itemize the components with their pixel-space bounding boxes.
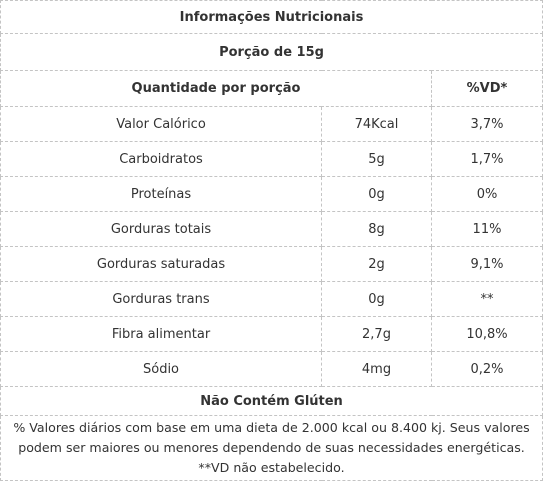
nutrient-amount: 74Kcal xyxy=(321,106,432,142)
footnote-line: % Valores diários com base em uma dieta … xyxy=(13,420,530,435)
footnote: % Valores diários com base em uma dieta … xyxy=(0,415,543,481)
nutrient-amount: 0g xyxy=(321,281,432,317)
nutrient-amount: 8g xyxy=(321,211,432,247)
table-row: Proteínas 0g 0% xyxy=(0,176,543,212)
nutrient-vd: 0% xyxy=(430,176,543,212)
nutrient-vd: 10,8% xyxy=(430,316,543,352)
nutrient-name: Fibra alimentar xyxy=(0,316,322,352)
nutrient-vd: 3,7% xyxy=(430,106,543,142)
nutrient-amount: 0g xyxy=(321,176,432,212)
nutrient-amount: 5g xyxy=(321,141,432,177)
quantity-header: Quantidade por porção xyxy=(0,70,432,107)
footnote-line: podem ser maiores ou menores dependendo … xyxy=(18,440,525,455)
gluten-notice: Não Contém Glúten xyxy=(0,386,543,416)
nutrient-name: Valor Calórico xyxy=(0,106,322,142)
nutrient-vd: 9,1% xyxy=(430,246,543,282)
portion-size: Porção de 15g xyxy=(0,33,543,71)
nutrient-vd: 0,2% xyxy=(430,351,543,387)
nutrient-amount: 2g xyxy=(321,246,432,282)
table-row: Gorduras totais 8g 11% xyxy=(0,211,543,247)
nutrient-name: Carboidratos xyxy=(0,141,322,177)
nutrient-amount: 2,7g xyxy=(321,316,432,352)
nutrition-table: Informações Nutricionais Porção de 15g Q… xyxy=(0,0,543,481)
table-row: Gorduras saturadas 2g 9,1% xyxy=(0,246,543,282)
nutrient-name: Gorduras totais xyxy=(0,211,322,247)
footnote-line: **VD não estabelecido. xyxy=(198,460,345,475)
table-title: Informações Nutricionais xyxy=(0,0,543,34)
nutrient-amount: 4mg xyxy=(321,351,432,387)
nutrient-name: Proteínas xyxy=(0,176,322,212)
nutrient-vd: ** xyxy=(430,281,543,317)
nutrient-name: Gorduras trans xyxy=(0,281,322,317)
table-row: Sódio 4mg 0,2% xyxy=(0,351,543,387)
table-row: Carboidratos 5g 1,7% xyxy=(0,141,543,177)
nutrient-name: Sódio xyxy=(0,351,322,387)
nutrient-vd: 11% xyxy=(430,211,543,247)
nutrient-vd: 1,7% xyxy=(430,141,543,177)
table-row: Gorduras trans 0g ** xyxy=(0,281,543,317)
vd-header: %VD* xyxy=(430,70,543,107)
table-row: Valor Calórico 74Kcal 3,7% xyxy=(0,106,543,142)
nutrient-name: Gorduras saturadas xyxy=(0,246,322,282)
table-row: Fibra alimentar 2,7g 10,8% xyxy=(0,316,543,352)
